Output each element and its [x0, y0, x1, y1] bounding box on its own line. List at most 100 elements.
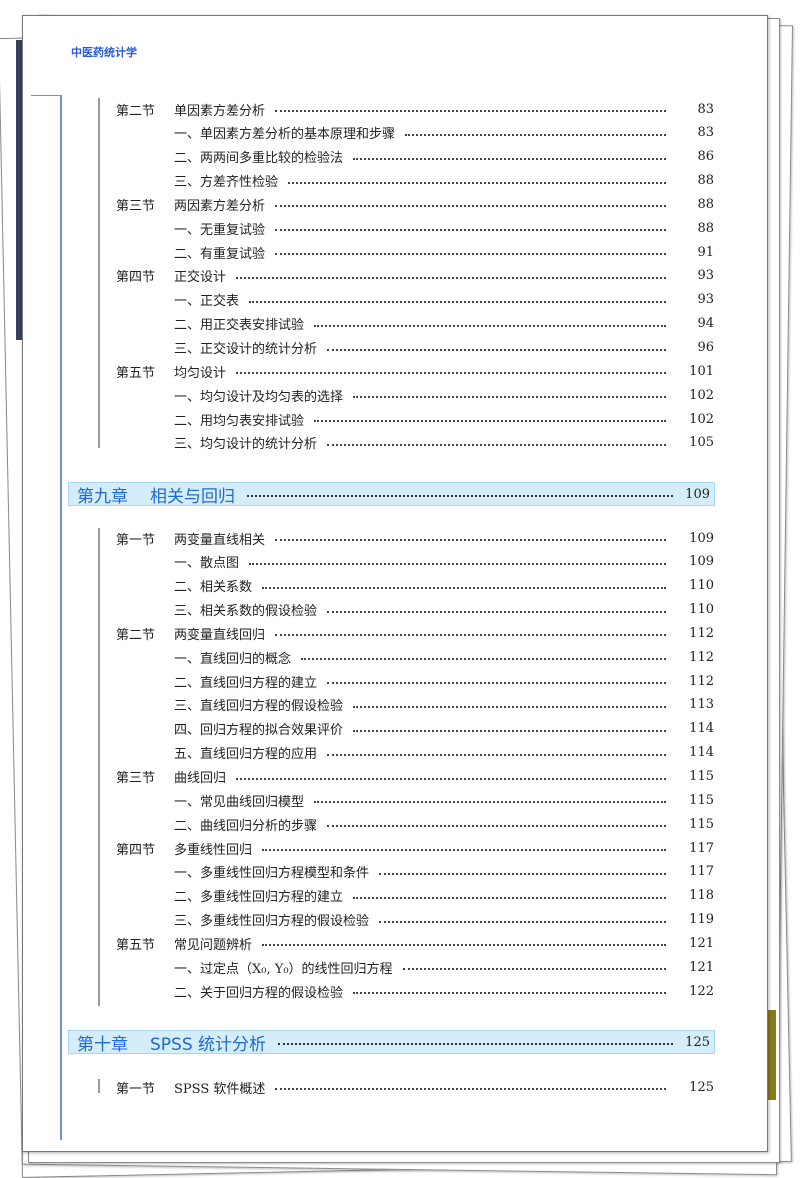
entry-page: 117: [689, 864, 714, 880]
entry-title-wrap: 两变量直线回归: [174, 624, 674, 643]
entry-title-wrap: 二、相关系数: [174, 576, 674, 595]
entry-page: 94: [697, 316, 714, 332]
entry-title: 二、相关系数: [174, 580, 253, 596]
toc-item-entry[interactable]: 一、均匀设计及均匀表的选择 102: [23, 383, 769, 407]
dot-leader: [275, 539, 666, 541]
entry-title: 正交设计: [174, 270, 227, 286]
toc-item-entry[interactable]: 二、用均匀表安排试验 102: [23, 407, 769, 431]
entry-title: 两变量直线相关: [174, 532, 266, 548]
toc-item-entry[interactable]: 二、曲线回归分析的步骤 115: [23, 812, 769, 836]
entry-page: 112: [689, 625, 714, 641]
section-label: 第三节: [116, 771, 156, 786]
dot-leader: [327, 682, 666, 685]
entry-page: 110: [689, 578, 714, 594]
toc-section-entry[interactable]: 第五节 常见问题辨析 121: [23, 931, 769, 955]
entry-title: 多重线性回归: [174, 842, 253, 858]
entry-title-wrap: 二、两两间多重比较的检验法: [174, 147, 674, 166]
entry-title: 单因素方差分析: [174, 103, 266, 119]
entry-title: 二、用均匀表安排试验: [174, 413, 305, 429]
entry-page: 121: [689, 959, 714, 975]
toc-section-entry[interactable]: 第四节 正交设计 93: [23, 264, 769, 288]
entry-title: 二、曲线回归分析的步骤: [174, 818, 318, 834]
dot-leader: [236, 276, 666, 279]
toc-item-entry[interactable]: 三、方差齐性检验 88: [23, 169, 769, 193]
dot-leader: [379, 872, 666, 875]
toc-item-entry[interactable]: 五、直线回归方程的应用 114: [23, 741, 769, 765]
toc-item-entry[interactable]: 一、多重线性回归方程模型和条件 117: [23, 860, 769, 884]
toc-section-entry[interactable]: 第一节 两变量直线相关 109: [23, 526, 769, 550]
dot-leader: [314, 801, 666, 804]
entry-title: 二、关于回归方程的假设检验: [174, 985, 344, 1001]
chapter-number: 第九章: [77, 486, 128, 507]
entry-title: 二、有重复试验: [174, 246, 266, 262]
section-label: 第三节: [116, 198, 156, 214]
entry-title-wrap: 二、有重复试验: [174, 243, 674, 262]
entry-page: 115: [689, 816, 714, 832]
toc-item-entry[interactable]: 一、无重复试验 88: [23, 216, 769, 240]
entry-title-wrap: 一、均匀设计及均匀表的选择: [174, 386, 674, 405]
toc-item-entry[interactable]: 二、两两间多重比较的检验法 86: [23, 145, 769, 169]
toc-item-entry[interactable]: 一、过定点（X₀, Y₀）的线性回归方程 121: [23, 955, 769, 979]
entry-title-wrap: 一、常见曲线回归模型: [174, 791, 674, 810]
dot-leader: [314, 420, 666, 423]
entry-title-wrap: 二、关于回归方程的假设检验: [174, 982, 674, 1001]
entry-title: 二、直线回归方程的建立: [174, 675, 318, 691]
entry-title: 二、用正交表安排试验: [174, 318, 305, 334]
entry-page: 86: [697, 149, 714, 165]
toc-section-entry[interactable]: 第二节 两变量直线回归 112: [23, 621, 769, 645]
chapter-page: 125: [685, 1034, 710, 1050]
dot-leader: [275, 205, 666, 208]
toc-section-entry[interactable]: 第五节 均匀设计 101: [23, 359, 769, 383]
entry-title-wrap: 一、直线回归的概念: [174, 648, 674, 667]
section-label: 第二节: [116, 103, 156, 119]
toc-item-entry[interactable]: 三、多重线性回归方程的假设检验 119: [23, 908, 769, 932]
toc-item-entry[interactable]: 二、有重复试验 91: [23, 240, 769, 264]
entry-title: 均匀设计: [174, 365, 227, 381]
entry-page: 88: [697, 196, 714, 212]
toc-item-entry[interactable]: 二、直线回归方程的建立 112: [23, 669, 769, 693]
section-label: 第四节: [116, 270, 156, 286]
toc-section-entry[interactable]: 第四节 多重线性回归 117: [23, 836, 769, 860]
toc-section-entry[interactable]: 第一节 SPSS 软件概述 125: [23, 1075, 769, 1099]
toc-section-entry[interactable]: 第三节 两因素方差分析 88: [23, 192, 769, 216]
toc-item-entry[interactable]: 二、相关系数 110: [23, 574, 769, 598]
toc-item-entry[interactable]: 一、单因素方差分析的基本原理和步骤 83: [23, 121, 769, 145]
chapter-title: 相关与回归: [150, 486, 235, 507]
toc-item-entry[interactable]: 一、常见曲线回归模型 115: [23, 788, 769, 812]
toc-item-entry[interactable]: 三、正交设计的统计分析 96: [23, 336, 769, 360]
toc-item-entry[interactable]: 一、直线回归的概念 112: [23, 645, 769, 669]
entry-title: 常见问题辨析: [174, 937, 253, 953]
dot-leader: [247, 495, 674, 497]
dot-leader: [262, 849, 666, 852]
entry-page: 110: [689, 602, 714, 618]
toc-item-entry[interactable]: 三、直线回归方程的假设检验 113: [23, 693, 769, 717]
chapter-heading[interactable]: 第九章 相关与回归 109: [68, 482, 715, 507]
entry-title-wrap: 一、正交表: [174, 290, 674, 309]
dot-leader: [275, 1088, 666, 1090]
entry-page: 88: [697, 173, 714, 189]
dot-leader: [379, 920, 666, 923]
dot-leader: [353, 705, 666, 708]
section-label: 第四节: [116, 842, 156, 858]
toc-section-entry[interactable]: 第三节 曲线回归 115: [23, 765, 769, 789]
toc-item-entry[interactable]: 一、正交表 93: [23, 288, 769, 312]
entry-title-wrap: 三、方差齐性检验: [174, 171, 674, 190]
entry-title: 一、正交表: [174, 294, 240, 310]
entry-title-wrap: 一、过定点（X₀, Y₀）的线性回归方程: [174, 958, 674, 977]
entry-title-wrap: 五、直线回归方程的应用: [174, 743, 674, 762]
entry-page: 109: [689, 530, 714, 546]
toc-item-entry[interactable]: 二、关于回归方程的假设检验 122: [23, 979, 769, 1003]
dot-leader: [405, 133, 666, 136]
dot-leader: [353, 396, 666, 399]
toc-item-entry[interactable]: 二、用正交表安排试验 94: [23, 312, 769, 336]
toc-item-entry[interactable]: 三、相关系数的假设检验 110: [23, 598, 769, 622]
entry-title: 一、均匀设计及均匀表的选择: [174, 389, 344, 405]
chapter-heading[interactable]: 第十章 SPSS 统计分析 125: [68, 1030, 715, 1055]
entry-page: 114: [689, 721, 714, 737]
toc-item-entry[interactable]: 一、散点图 109: [23, 550, 769, 574]
toc-section-entry[interactable]: 第二节 单因素方差分析 83: [23, 97, 769, 121]
entry-title: 三、多重线性回归方程的假设检验: [174, 914, 370, 930]
toc-item-entry[interactable]: 二、多重线性回归方程的建立 118: [23, 884, 769, 908]
toc-item-entry[interactable]: 三、均匀设计的统计分析 105: [23, 431, 769, 455]
toc-item-entry[interactable]: 四、回归方程的拟合效果评价 114: [23, 717, 769, 741]
